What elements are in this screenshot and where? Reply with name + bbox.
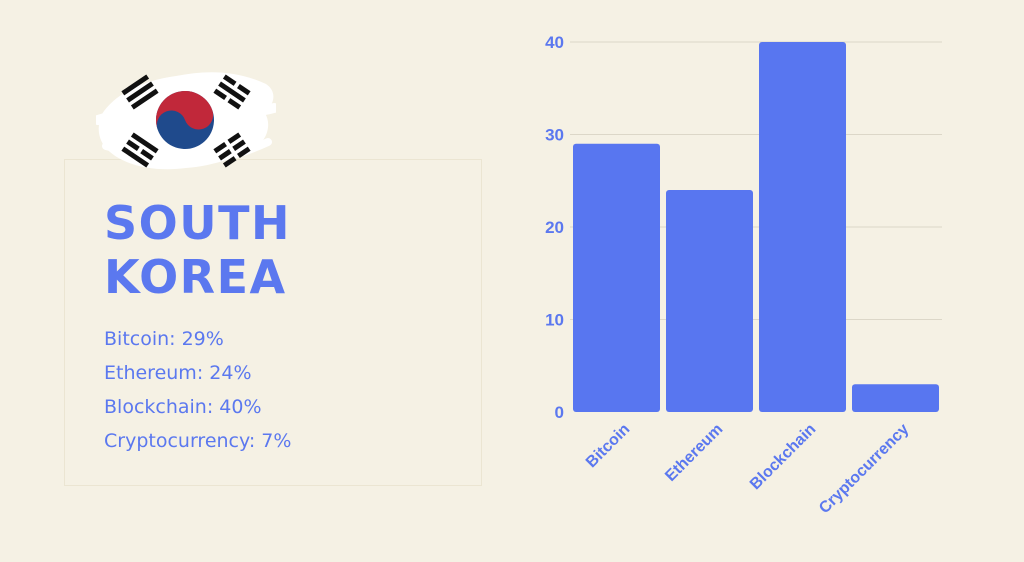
- x-tick-label-blockchain: Blockchain: [747, 421, 819, 493]
- info-panel: [64, 159, 482, 486]
- stat-blockchain: Blockchain: 40%: [104, 396, 262, 418]
- x-tick-label-bitcoin: Bitcoin: [583, 421, 633, 471]
- bar-ethereum: [666, 190, 753, 412]
- bar-bitcoin: [573, 143, 660, 412]
- x-tick-label-cryptocurrency: Cryptocurrency: [816, 421, 912, 517]
- country-title: SOUTH KOREA: [104, 196, 291, 304]
- bar-chart: 0 10 20 30 40 Bitcoin Ethereum BlockchainCrypto…: [545, 33, 942, 517]
- country-title-line-1: SOUTH: [104, 196, 291, 250]
- stat-ethereum: Ethereum: 24%: [104, 362, 252, 384]
- stats-list: Bitcoin: 29% Ethereum: 24% Blockchain: 4…: [104, 322, 291, 458]
- stat-bitcoin: Bitcoin: 29%: [104, 328, 224, 350]
- x-tick-label-ethereum: Ethereum: [662, 421, 726, 485]
- bar-cryptocurrency: [852, 384, 939, 412]
- y-tick-label-10: 10: [545, 311, 564, 330]
- y-tick-label-20: 20: [545, 218, 564, 237]
- country-title-line-2: KOREA: [104, 250, 287, 304]
- y-tick-label-30: 30: [545, 126, 564, 145]
- bar-blockchain: [759, 42, 846, 412]
- south-korea-flag-icon: [96, 72, 276, 170]
- y-tick-label-0: 0: [555, 403, 564, 422]
- y-tick-label-40: 40: [545, 33, 564, 52]
- stat-cryptocurrency: Cryptocurrency: 7%: [104, 430, 292, 452]
